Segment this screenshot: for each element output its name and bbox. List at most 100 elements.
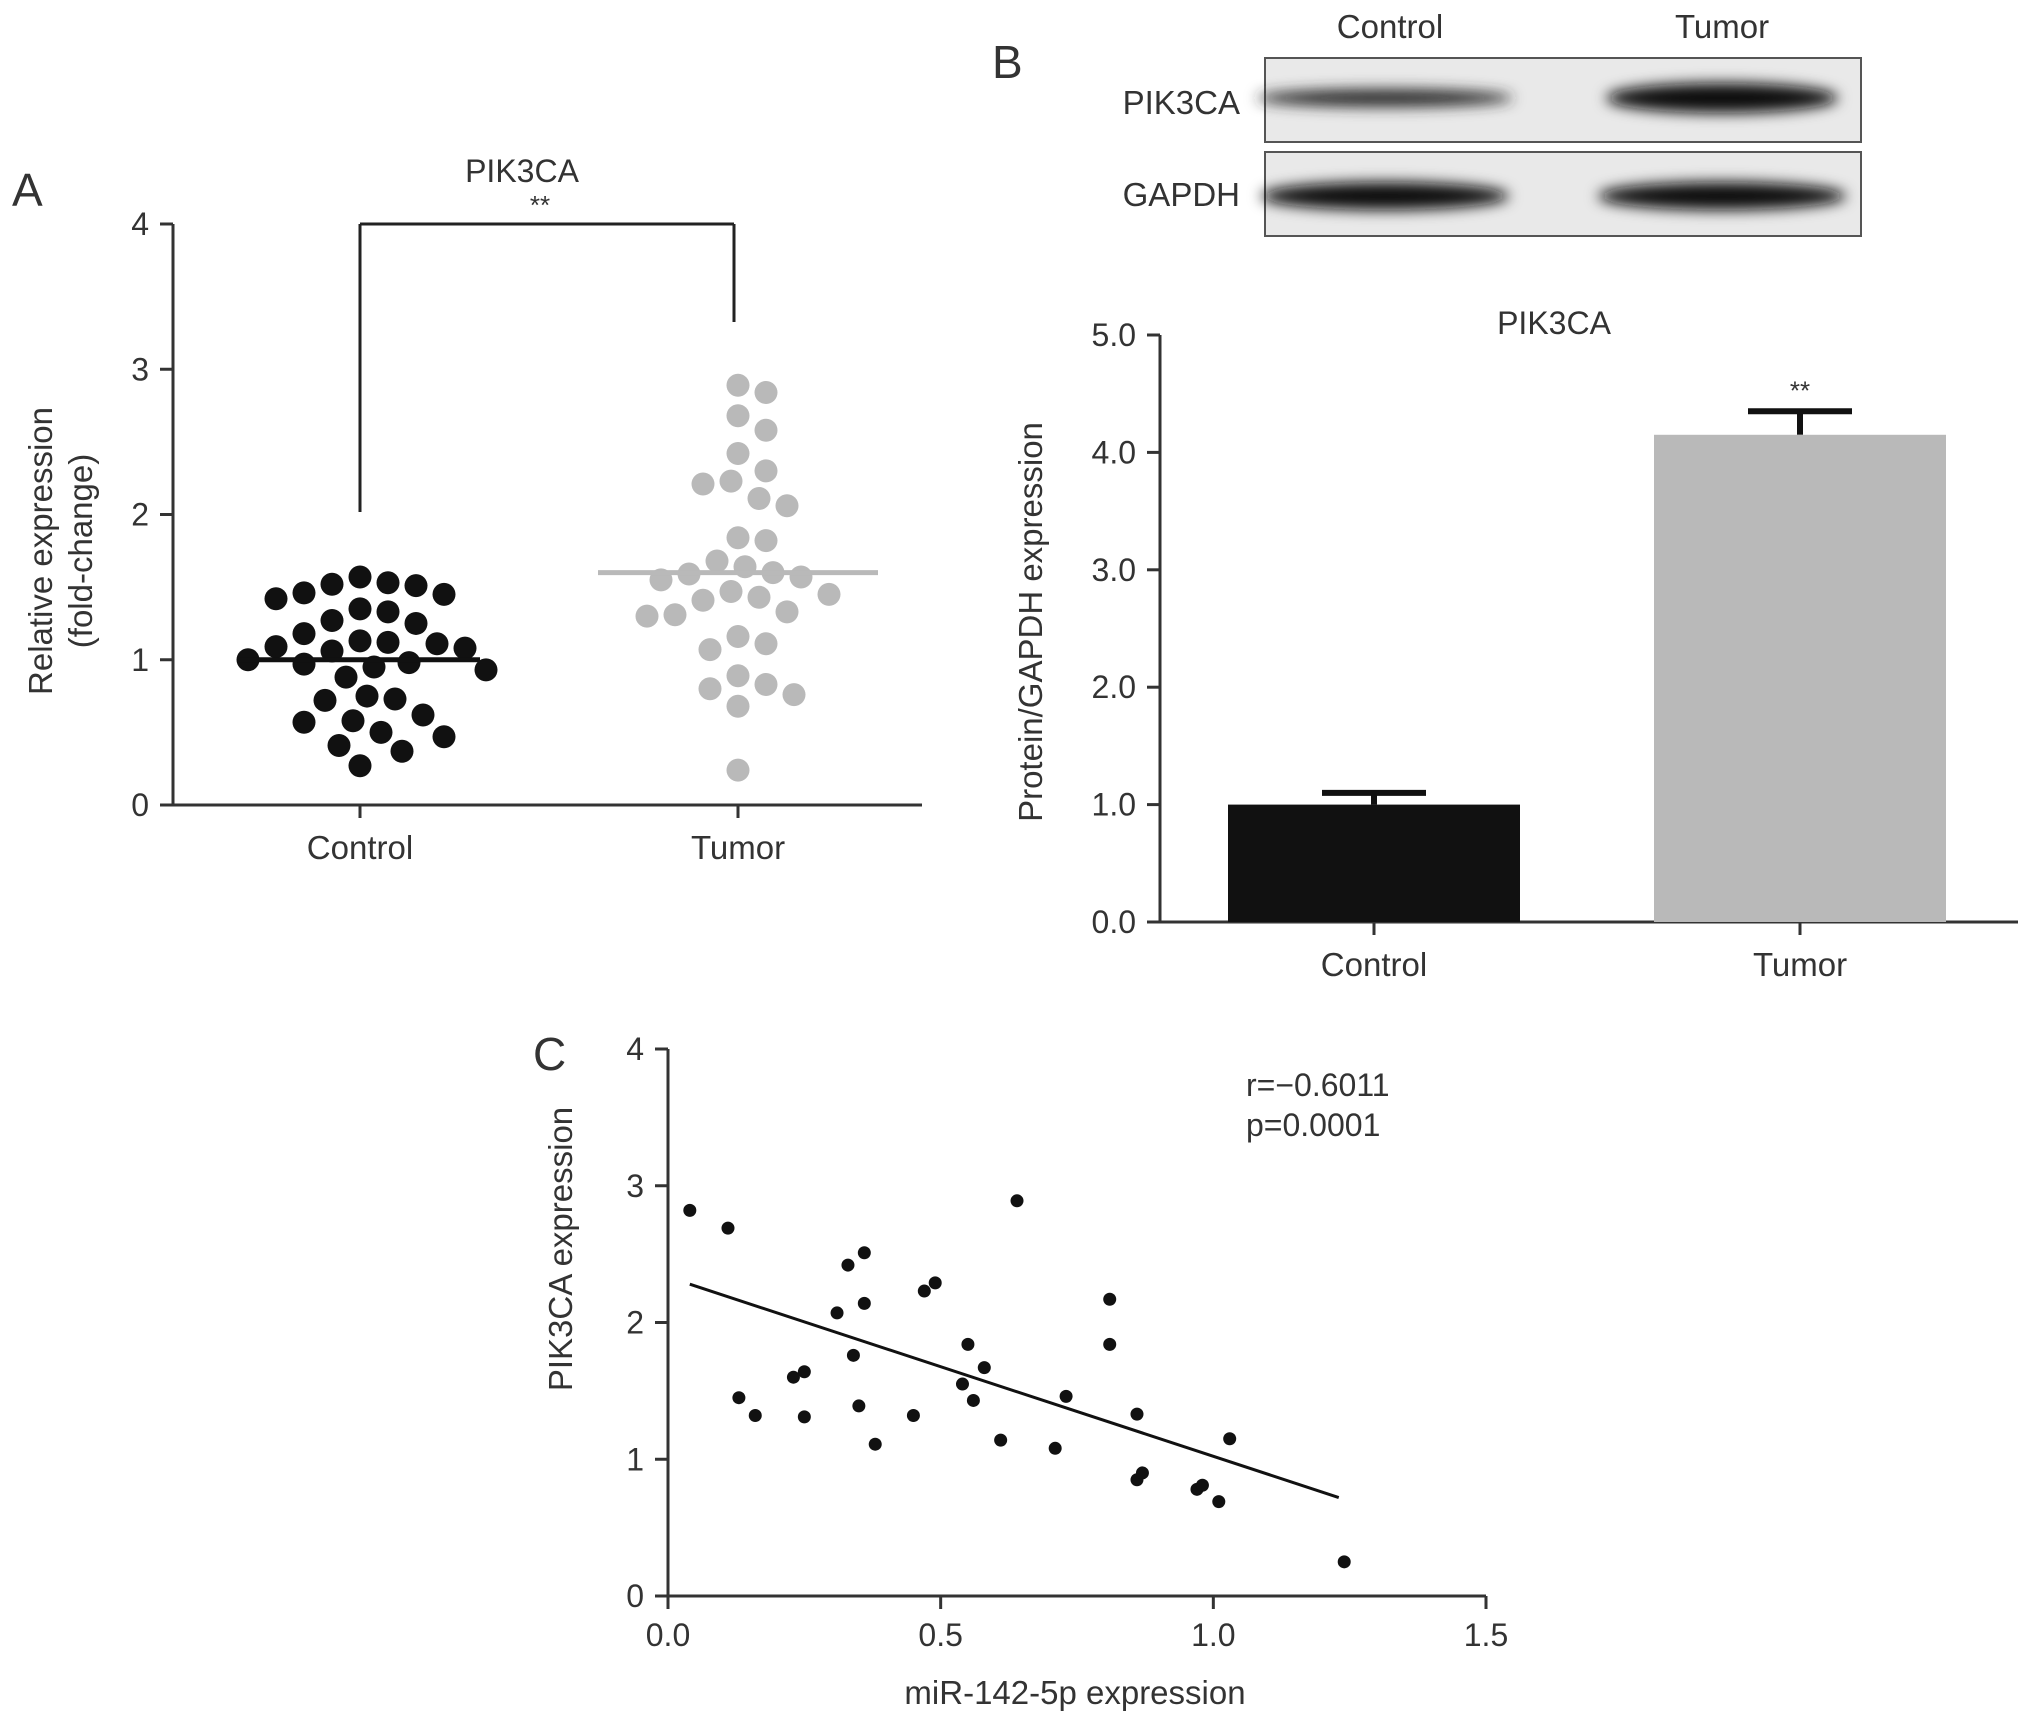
panel-b-chart: PIK3CA Protein/GAPDH expression 0.0 1.0 2.…	[1012, 305, 2018, 983]
panel-c-point	[1103, 1337, 1117, 1351]
panel-c-point	[1212, 1495, 1226, 1509]
panel-a-ylabel: Relative expression(fold-change)	[22, 407, 99, 695]
panel-a-significance-stars: **	[530, 190, 550, 220]
panel-label-a: A	[12, 164, 43, 216]
panel-b-title: PIK3CA	[1497, 305, 1611, 341]
blot-column-control: Control	[1337, 8, 1443, 45]
blot-band-pik3ca-tumor	[1606, 83, 1838, 113]
panel-a-point	[635, 604, 659, 628]
panel-a-axes: 0 1 2 3 4 Control Tumor	[131, 206, 922, 866]
panel-c-point	[977, 1361, 991, 1375]
panel-a-point	[691, 588, 715, 612]
panel-a-point	[425, 632, 449, 656]
panel-a-point	[726, 694, 750, 718]
panel-a-point	[705, 549, 729, 573]
panel-c-axes: 0 1 2 3 4 0.0 0.5 1.0 1.5	[626, 1031, 1508, 1653]
panel-c-point	[830, 1306, 844, 1320]
panel-a-point	[376, 600, 400, 624]
panel-c-x-tick-label: 0.0	[646, 1617, 690, 1653]
panel-a-point	[726, 441, 750, 465]
panel-c-y-tick-label: 4	[626, 1031, 644, 1067]
panel-a-point	[726, 404, 750, 428]
panel-b-bars: **	[1228, 375, 1946, 922]
panel-a-y-tick-label: 0	[131, 787, 149, 823]
panel-a-y-tick-label: 4	[131, 206, 149, 242]
panel-b-x-tick-label: Control	[1321, 946, 1427, 983]
panel-label-c: C	[533, 1028, 566, 1080]
panel-c-r-value: r=−0.6011	[1246, 1067, 1390, 1103]
panel-c-point	[1048, 1441, 1062, 1455]
panel-a-y-tick-label: 2	[131, 497, 149, 533]
panel-c-point	[732, 1391, 746, 1405]
panel-a-point	[691, 472, 715, 496]
panel-a-title: PIK3CA	[465, 153, 579, 189]
panel-c-point	[797, 1365, 811, 1379]
panel-c-point	[1223, 1432, 1237, 1446]
panel-a-point	[376, 630, 400, 654]
panel-a-point	[390, 739, 414, 763]
panel-a-point	[817, 582, 841, 606]
panel-c-chart: PIK3CA expression miR-142-5p expression …	[542, 1031, 1508, 1711]
panel-a-point	[320, 639, 344, 663]
panel-a-point	[789, 565, 813, 589]
blot-row-gapdh: GAPDH	[1123, 176, 1240, 213]
panel-a-point	[369, 720, 393, 744]
panel-a-point	[775, 494, 799, 518]
panel-a-point	[320, 572, 344, 596]
panel-a-point	[432, 582, 456, 606]
panel-c-regression-line	[689, 1282, 1340, 1499]
panel-a-point	[726, 373, 750, 397]
panel-a-ylabel-line: (fold-change)	[62, 454, 99, 648]
panel-a-point	[348, 565, 372, 589]
panel-c-point	[1337, 1555, 1351, 1569]
panel-a-y-tick-label: 3	[131, 351, 149, 387]
panel-c-x-tick-label: 0.5	[918, 1617, 962, 1653]
panel-a-points	[236, 373, 841, 782]
panel-a-point	[292, 581, 316, 605]
panel-c-point	[786, 1370, 800, 1384]
panel-c-point	[1010, 1194, 1024, 1208]
panel-a-point	[453, 636, 477, 660]
panel-b-bar	[1228, 804, 1520, 922]
panel-a-point	[376, 571, 400, 595]
panel-c-point	[683, 1203, 697, 1217]
panel-b-y-tick-label: 2.0	[1092, 669, 1136, 705]
panel-b-x-tick-label: Tumor	[1753, 946, 1847, 983]
panel-a-point	[397, 651, 421, 675]
panel-a-ylabel-text: Relative expression(fold-change)	[22, 407, 99, 695]
panel-c-point	[917, 1284, 931, 1298]
panel-a-point	[320, 609, 344, 633]
panel-a-ylabel-line: Relative expression	[22, 407, 59, 695]
panel-a-point	[698, 677, 722, 701]
panel-b-ylabel: Protein/GAPDH expression	[1012, 422, 1049, 822]
panel-a-point	[341, 709, 365, 733]
panel-a-point	[348, 597, 372, 621]
panel-a-point	[264, 587, 288, 611]
panel-c-ylabel: PIK3CA expression	[542, 1107, 579, 1391]
panel-c-point	[994, 1433, 1008, 1447]
panel-a-point	[355, 684, 379, 708]
panel-a-point	[404, 574, 428, 598]
panel-a-point	[754, 380, 778, 404]
panel-c-xlabel: miR-142-5p expression	[904, 1674, 1245, 1711]
panel-c-fit-line	[689, 1282, 1340, 1499]
panel-c-point	[928, 1276, 942, 1290]
panel-c-point	[868, 1437, 882, 1451]
panel-b-y-tick-label: 1.0	[1092, 787, 1136, 823]
panel-c-x-tick-label: 1.5	[1464, 1617, 1508, 1653]
panel-a-point	[313, 688, 337, 712]
blot-column-tumor: Tumor	[1675, 8, 1769, 45]
panel-a-point	[663, 603, 687, 627]
blot-row-pik3ca: PIK3CA	[1123, 84, 1240, 121]
panel-a-point	[292, 652, 316, 676]
panel-a-point	[726, 526, 750, 550]
panel-c-point	[955, 1377, 969, 1391]
panel-b-western-blot: Control Tumor PIK3CA GAPDH	[1123, 8, 1862, 237]
panel-c-point	[841, 1258, 855, 1272]
panel-c-point	[966, 1393, 980, 1407]
panel-a-point	[726, 664, 750, 688]
panel-a-point	[292, 710, 316, 734]
panel-a-point	[754, 672, 778, 696]
panel-a-point	[327, 733, 351, 757]
